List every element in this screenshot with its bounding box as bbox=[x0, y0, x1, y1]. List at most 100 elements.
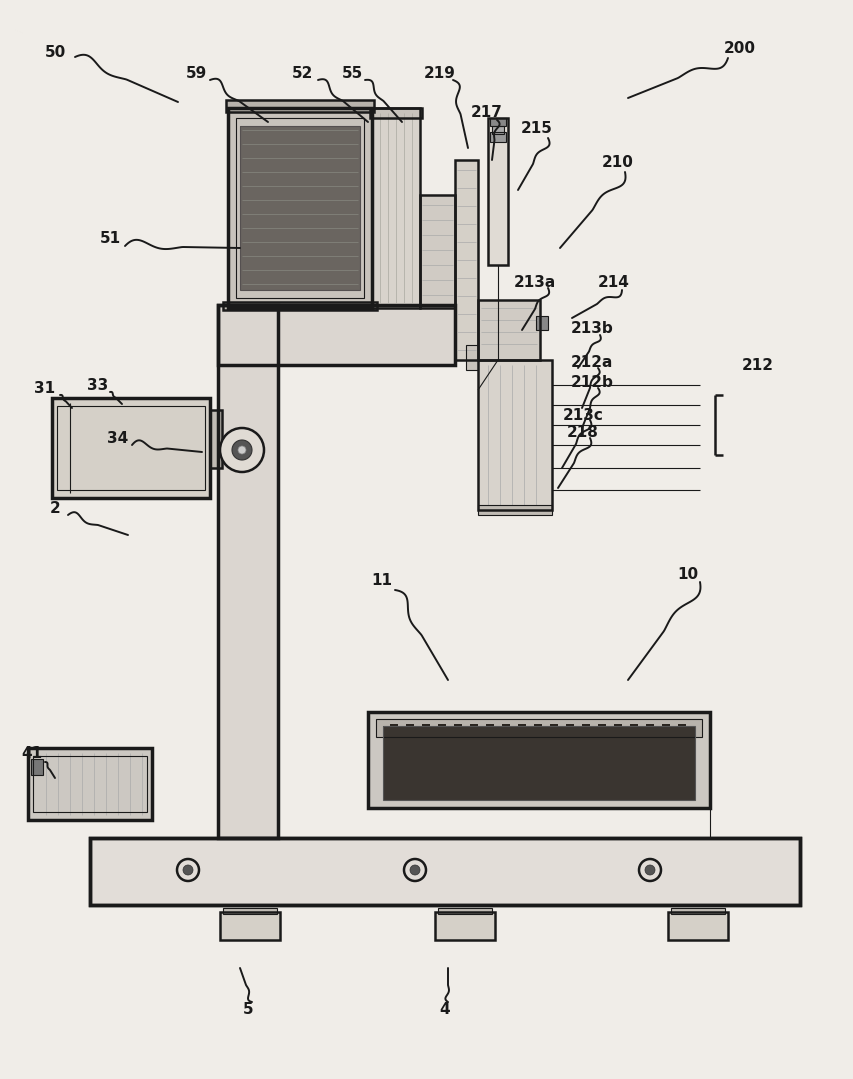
Bar bbox=[487, 118, 508, 265]
Bar bbox=[597, 724, 606, 798]
Text: 4: 4 bbox=[439, 1002, 450, 1017]
Text: 55: 55 bbox=[341, 66, 363, 81]
Bar bbox=[490, 118, 506, 126]
Bar bbox=[502, 724, 509, 798]
Text: 213b: 213b bbox=[570, 320, 612, 336]
Bar bbox=[218, 305, 455, 365]
Bar bbox=[28, 748, 152, 820]
Bar bbox=[218, 305, 455, 365]
Text: 213a: 213a bbox=[514, 274, 555, 289]
Bar bbox=[226, 100, 374, 112]
Bar bbox=[438, 909, 491, 914]
Bar bbox=[670, 909, 724, 914]
Bar bbox=[220, 912, 280, 940]
Text: 50: 50 bbox=[44, 44, 66, 59]
Bar bbox=[372, 108, 420, 308]
Text: 2: 2 bbox=[49, 501, 61, 516]
Bar bbox=[240, 126, 360, 290]
Bar bbox=[478, 505, 551, 515]
Bar bbox=[405, 724, 414, 798]
Bar bbox=[478, 300, 539, 360]
Bar bbox=[438, 724, 445, 798]
Text: 31: 31 bbox=[34, 381, 55, 396]
Text: 219: 219 bbox=[424, 66, 456, 81]
Bar bbox=[677, 724, 685, 798]
Bar bbox=[630, 724, 637, 798]
Text: 214: 214 bbox=[597, 274, 630, 289]
Bar bbox=[420, 195, 455, 308]
Bar bbox=[33, 756, 147, 812]
Bar bbox=[490, 132, 506, 142]
Bar bbox=[490, 132, 506, 142]
Circle shape bbox=[638, 859, 660, 880]
Text: 200: 200 bbox=[723, 41, 755, 55]
Bar bbox=[667, 912, 727, 940]
Bar bbox=[90, 838, 799, 905]
Bar bbox=[478, 360, 551, 510]
Bar bbox=[455, 160, 478, 360]
Bar bbox=[218, 305, 278, 838]
Text: 34: 34 bbox=[107, 431, 129, 446]
Circle shape bbox=[232, 440, 252, 460]
Bar bbox=[581, 724, 589, 798]
Bar bbox=[469, 724, 478, 798]
Bar bbox=[223, 302, 376, 310]
Bar bbox=[518, 724, 525, 798]
Circle shape bbox=[183, 865, 193, 875]
Bar bbox=[491, 126, 503, 134]
Text: 5: 5 bbox=[242, 1002, 253, 1017]
Bar bbox=[390, 724, 397, 798]
Text: 51: 51 bbox=[99, 231, 120, 246]
Bar bbox=[536, 316, 548, 330]
Text: 59: 59 bbox=[185, 66, 206, 81]
Bar bbox=[536, 316, 548, 330]
Bar bbox=[485, 724, 493, 798]
Bar bbox=[52, 398, 210, 498]
Bar bbox=[466, 345, 478, 370]
Bar bbox=[490, 118, 506, 126]
Bar bbox=[382, 726, 694, 800]
Bar bbox=[223, 302, 376, 310]
Bar bbox=[670, 909, 724, 914]
Bar bbox=[369, 108, 421, 118]
Bar bbox=[218, 305, 278, 838]
Bar bbox=[454, 724, 461, 798]
Bar bbox=[57, 406, 205, 490]
Circle shape bbox=[177, 859, 199, 880]
Bar bbox=[368, 712, 709, 808]
Bar bbox=[566, 724, 573, 798]
Bar bbox=[90, 838, 799, 905]
Bar bbox=[434, 912, 495, 940]
Bar bbox=[549, 724, 557, 798]
Bar bbox=[478, 300, 539, 360]
Text: 212a: 212a bbox=[570, 355, 612, 369]
Bar bbox=[90, 838, 799, 905]
Bar bbox=[421, 724, 430, 798]
Text: 212b: 212b bbox=[570, 374, 612, 390]
Bar bbox=[228, 108, 372, 308]
Text: 10: 10 bbox=[676, 566, 698, 582]
Bar bbox=[220, 912, 280, 940]
Bar bbox=[52, 398, 210, 498]
Bar bbox=[223, 909, 276, 914]
Bar bbox=[369, 108, 421, 118]
Bar bbox=[466, 345, 478, 370]
Text: 11: 11 bbox=[371, 573, 392, 587]
Bar bbox=[31, 759, 43, 775]
Circle shape bbox=[409, 865, 420, 875]
Bar bbox=[235, 118, 363, 298]
Bar bbox=[382, 726, 694, 800]
Text: 33: 33 bbox=[87, 378, 108, 393]
Bar bbox=[478, 505, 551, 515]
Text: 215: 215 bbox=[520, 121, 552, 136]
Bar bbox=[210, 410, 222, 468]
Bar bbox=[372, 108, 420, 308]
Circle shape bbox=[403, 859, 426, 880]
Bar bbox=[455, 160, 478, 360]
Bar bbox=[226, 100, 374, 112]
Bar bbox=[613, 724, 621, 798]
Bar bbox=[434, 912, 495, 940]
Bar bbox=[645, 724, 653, 798]
Bar bbox=[487, 118, 508, 265]
Bar bbox=[375, 719, 701, 737]
